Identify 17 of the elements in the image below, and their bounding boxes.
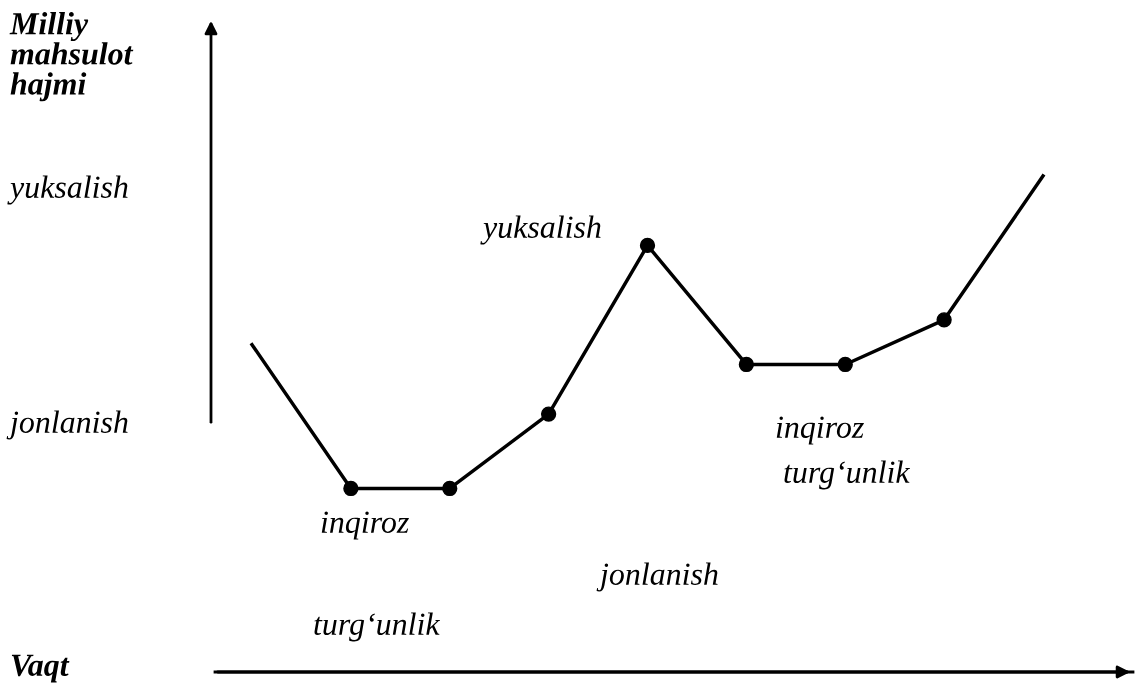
annotation: jonlanish (596, 562, 718, 592)
text: yuksalish (7, 175, 128, 205)
point (540, 406, 557, 422)
text: jonlanish (6, 410, 128, 440)
point (639, 237, 656, 254)
annotation: turg‘unlik (314, 612, 441, 642)
point (343, 480, 359, 497)
point (738, 356, 755, 373)
annotation: yuksalish (480, 215, 601, 245)
annotation: inqiroz (776, 416, 864, 445)
annotation: turg‘unlik (784, 460, 911, 490)
point (936, 312, 952, 328)
x-axis-title: Vaqt (11, 654, 70, 683)
point (837, 356, 853, 373)
annotation: inqiroz (321, 511, 409, 540)
y-axis-title: Milliy mahsulot hajmi (9, 12, 134, 102)
point (442, 480, 458, 497)
